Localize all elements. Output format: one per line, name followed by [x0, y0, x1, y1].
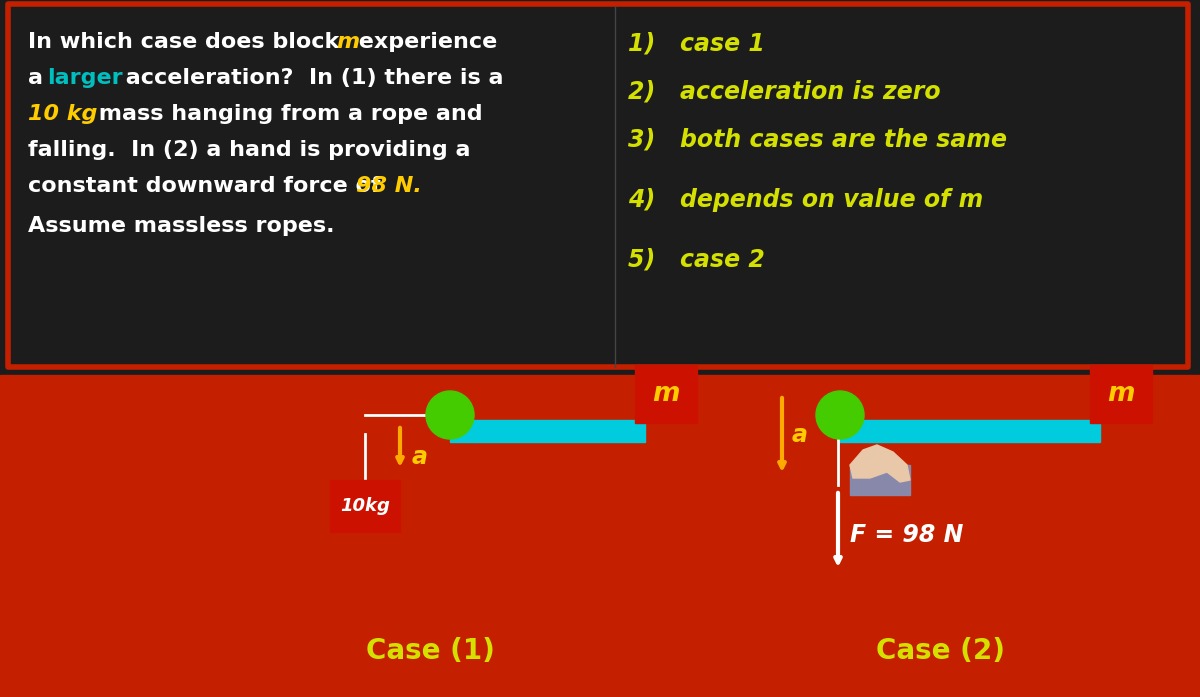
Circle shape: [426, 391, 474, 439]
Text: m: m: [653, 381, 679, 407]
Bar: [840, 420, 1100, 442]
Text: 2)   acceleration is zero: 2) acceleration is zero: [628, 80, 941, 104]
Text: Case (1): Case (1): [366, 637, 494, 665]
Bar: [8, 4, 1188, 367]
Text: 5)   case 2: 5) case 2: [628, 248, 764, 272]
Text: a: a: [412, 445, 428, 469]
Text: 3)   both cases are the same: 3) both cases are the same: [628, 128, 1007, 152]
Bar: [330, 480, 400, 532]
Bar: [0, 0, 1200, 375]
Text: larger: larger: [47, 68, 122, 88]
Bar: [0, 375, 1200, 697]
Circle shape: [816, 391, 864, 439]
Text: F = 98 N: F = 98 N: [850, 523, 964, 547]
Text: constant downward force of: constant downward force of: [28, 176, 389, 196]
Text: 98 N.: 98 N.: [356, 176, 422, 196]
Text: 1)   case 1: 1) case 1: [628, 32, 764, 56]
Text: experience: experience: [352, 32, 497, 52]
Text: 10kg: 10kg: [340, 497, 390, 515]
Text: 10 kg: 10 kg: [28, 104, 97, 124]
Polygon shape: [850, 445, 910, 482]
Text: Case (2): Case (2): [876, 637, 1004, 665]
Text: m: m: [1108, 381, 1135, 407]
Bar: [450, 420, 646, 442]
Text: m: m: [336, 32, 359, 52]
Text: mass hanging from a rope and: mass hanging from a rope and: [91, 104, 482, 124]
Text: 4)   depends on value of m: 4) depends on value of m: [628, 188, 983, 212]
Polygon shape: [850, 465, 910, 495]
Text: acceleration?  In (1) there is a: acceleration? In (1) there is a: [118, 68, 504, 88]
Text: falling.  In (2) a hand is providing a: falling. In (2) a hand is providing a: [28, 140, 470, 160]
Text: a: a: [28, 68, 50, 88]
Text: Assume massless ropes.: Assume massless ropes.: [28, 216, 335, 236]
Bar: [1090, 365, 1152, 423]
Bar: [635, 365, 697, 423]
Text: In which case does block: In which case does block: [28, 32, 347, 52]
Text: a: a: [792, 423, 808, 447]
